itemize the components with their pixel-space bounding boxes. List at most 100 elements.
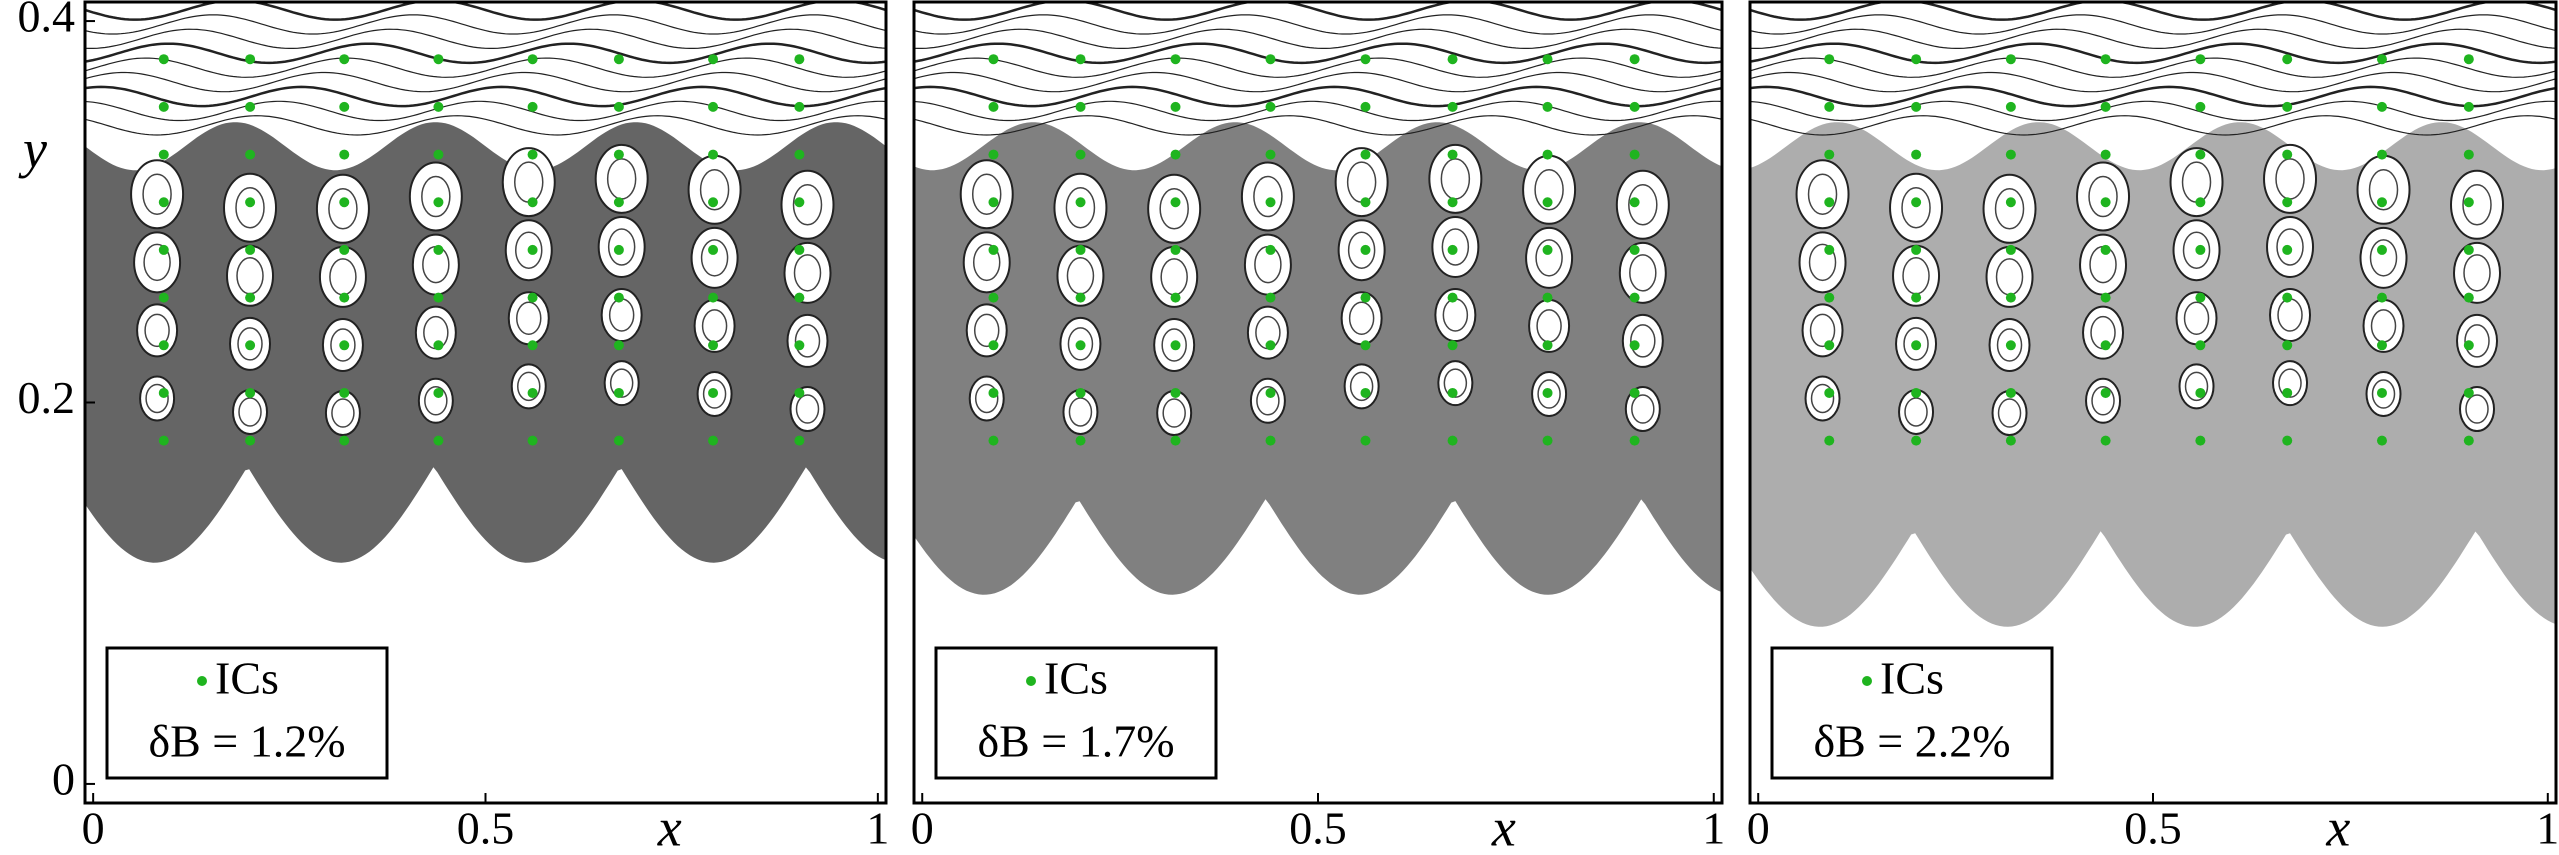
island-inner <box>2369 239 2398 277</box>
ic-point <box>1075 340 1086 351</box>
ic-point <box>433 435 444 446</box>
x-tick-label: 0.5 <box>1289 803 1347 854</box>
annotation: δB = 1.2% <box>148 716 345 767</box>
ic-point <box>2100 244 2111 255</box>
legend-label: ICs <box>215 653 279 704</box>
island-inner <box>1256 386 1280 416</box>
ic-point <box>2195 244 2206 255</box>
ic-point <box>2376 292 2387 303</box>
ic-point <box>1170 244 1181 255</box>
ic-point <box>433 292 444 303</box>
ic-point <box>2463 54 2474 65</box>
island <box>139 375 176 422</box>
ic-point <box>2195 197 2206 208</box>
island <box>2169 147 2224 218</box>
legend: ICs δB = 1.7% <box>934 646 1218 780</box>
ic-point <box>794 101 805 112</box>
ic-point <box>2100 387 2111 398</box>
ic-point <box>2005 387 2016 398</box>
ic-point <box>1824 101 1835 112</box>
island <box>1343 363 1380 410</box>
ic-point <box>613 101 624 112</box>
ic-point <box>1075 54 1086 65</box>
ic-point <box>613 244 624 255</box>
island-inner <box>145 383 169 414</box>
island <box>789 386 826 433</box>
ic-point <box>2376 387 2387 398</box>
kam-curve <box>914 100 1722 122</box>
ic-point <box>2005 435 2016 446</box>
ic-point <box>1360 387 1371 398</box>
kam-curve <box>85 115 886 136</box>
ic-point <box>245 54 256 65</box>
ic-point <box>1629 149 1640 160</box>
ic-point <box>2005 340 2016 351</box>
ic-point <box>1360 54 1371 65</box>
island-inner <box>702 379 727 409</box>
ic-point <box>158 197 169 208</box>
ic-point <box>708 244 719 255</box>
island-inner <box>424 386 448 416</box>
legend-marker <box>1862 676 1872 686</box>
island <box>1249 377 1286 424</box>
island-inner <box>1347 231 1376 269</box>
kam-curve <box>1750 14 2556 35</box>
ic-point <box>527 54 538 65</box>
island <box>1437 360 1474 407</box>
kam-curve <box>85 100 886 122</box>
ic-point <box>1447 292 1458 303</box>
island-inner <box>973 313 1000 348</box>
ic-point <box>527 340 538 351</box>
ic-point <box>1447 149 1458 160</box>
ic-point <box>2463 197 2474 208</box>
ic-point <box>1265 292 1276 303</box>
legend-marker <box>1026 676 1036 686</box>
ic-point <box>1911 387 1922 398</box>
ic-point <box>527 292 538 303</box>
ic-point <box>613 340 624 351</box>
island <box>130 159 185 230</box>
ic-point <box>1824 435 1835 446</box>
ic-point <box>988 149 999 160</box>
kam-curve <box>85 14 886 35</box>
ic-point <box>1629 54 1640 65</box>
ic-point <box>245 435 256 446</box>
island-inner <box>516 301 542 336</box>
island-inner <box>607 228 636 266</box>
island-inner <box>1904 397 1928 427</box>
island-inner <box>235 186 265 229</box>
x-axis-label: x <box>1491 797 1516 855</box>
ic-point <box>2195 54 2206 65</box>
ic-point <box>2005 149 2016 160</box>
kam-curve <box>1750 100 2556 122</box>
ic-point <box>2100 149 2111 160</box>
island-inner <box>421 175 451 218</box>
legend-box <box>105 646 389 780</box>
ic-point <box>988 197 999 208</box>
ic-point <box>1265 244 1276 255</box>
island <box>510 363 547 410</box>
ic-point <box>708 54 719 65</box>
x-tick-label: 1 <box>2536 803 2559 854</box>
island <box>315 173 370 244</box>
ic-point <box>1075 435 1086 446</box>
ic-point <box>2282 197 2293 208</box>
ic-point <box>1265 197 1276 208</box>
ic-point <box>1911 244 1922 255</box>
legend-label: ICs <box>1880 653 1944 704</box>
island-inner <box>1348 301 1375 336</box>
y-tick-label: 0 <box>52 753 75 804</box>
island-inner <box>1441 228 1470 266</box>
chaotic-sea <box>1750 122 2556 627</box>
ic-point <box>2282 244 2293 255</box>
ic-point <box>1265 340 1276 351</box>
island-inner <box>795 394 820 424</box>
island-inner <box>794 324 821 358</box>
ic-point <box>1265 149 1276 160</box>
ic-point <box>1542 54 1553 65</box>
ic-point <box>794 197 805 208</box>
ic-point <box>433 340 444 351</box>
ic-point <box>1447 387 1458 398</box>
ic-point <box>527 101 538 112</box>
ic-point <box>794 244 805 255</box>
